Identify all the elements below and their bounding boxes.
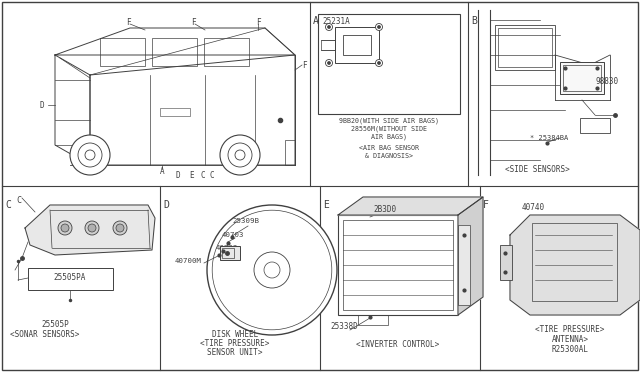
Text: F: F [125, 18, 131, 27]
Circle shape [116, 224, 124, 232]
Circle shape [113, 221, 127, 235]
Text: 25505PA: 25505PA [54, 273, 86, 282]
Text: D: D [40, 100, 44, 109]
Bar [458, 225, 470, 305]
Text: E: E [189, 170, 195, 180]
Text: <INVERTER CONTROL>: <INVERTER CONTROL> [356, 340, 440, 349]
Text: <TIRE PRESSURE>: <TIRE PRESSURE> [535, 325, 605, 334]
Text: E: E [323, 200, 329, 210]
Bar [500, 245, 512, 280]
Text: D: D [176, 170, 180, 180]
Circle shape [378, 26, 381, 29]
Circle shape [70, 135, 110, 175]
Bar [580, 118, 610, 133]
Bar [343, 35, 371, 55]
Circle shape [61, 224, 69, 232]
Text: DISK WHEEL: DISK WHEEL [212, 330, 258, 339]
Circle shape [58, 221, 72, 235]
Text: <SIDE SENSORS>: <SIDE SENSORS> [505, 165, 570, 174]
Text: 98830: 98830 [595, 77, 618, 87]
Text: F: F [256, 18, 260, 27]
Text: C: C [201, 170, 205, 180]
Circle shape [207, 205, 337, 335]
Circle shape [85, 221, 99, 235]
Bar [222, 248, 234, 258]
Text: F: F [483, 200, 489, 210]
Text: 25309B: 25309B [232, 218, 259, 224]
Polygon shape [25, 205, 155, 255]
Text: 28556M(WITHOUT SIDE: 28556M(WITHOUT SIDE [351, 126, 427, 132]
Text: R25300AL: R25300AL [552, 345, 589, 354]
Text: ANTENNA>: ANTENNA> [552, 335, 589, 344]
Circle shape [328, 26, 330, 29]
Bar [28, 268, 113, 290]
Text: 40702: 40702 [216, 245, 239, 251]
Circle shape [220, 135, 260, 175]
Bar [335, 27, 379, 63]
Text: <TIRE PRESSURE>: <TIRE PRESSURE> [200, 339, 269, 348]
Text: <AIR BAG SENSOR: <AIR BAG SENSOR [359, 145, 419, 151]
Text: D: D [163, 200, 169, 210]
Bar [563, 65, 601, 91]
Bar [220, 246, 240, 260]
Circle shape [326, 60, 333, 67]
Bar [321, 40, 335, 50]
Bar [358, 315, 388, 325]
Bar [160, 108, 190, 116]
Bar [318, 14, 460, 114]
Bar [532, 223, 617, 301]
Text: F: F [301, 61, 307, 70]
Circle shape [376, 60, 383, 67]
Text: 40740: 40740 [522, 203, 545, 212]
Bar [495, 25, 555, 70]
Text: 40703: 40703 [222, 232, 244, 238]
Polygon shape [510, 215, 640, 315]
Text: 25231A: 25231A [322, 17, 349, 26]
Circle shape [376, 23, 383, 31]
Text: B: B [471, 16, 477, 26]
Text: F: F [191, 18, 195, 27]
Text: 25505P: 25505P [41, 320, 69, 329]
Text: C: C [5, 200, 11, 210]
Text: AIR BAGS): AIR BAGS) [371, 134, 407, 141]
Text: A: A [160, 167, 164, 176]
Bar [498, 28, 552, 67]
Text: 40700M: 40700M [175, 258, 202, 264]
Bar [100, 38, 145, 66]
Bar [343, 220, 453, 310]
Text: 2B3D0: 2B3D0 [373, 205, 397, 214]
Circle shape [378, 61, 381, 64]
Bar [285, 140, 295, 165]
Bar [204, 38, 249, 66]
Text: C: C [16, 196, 21, 205]
Bar [560, 62, 604, 94]
Text: A: A [313, 16, 319, 26]
Polygon shape [338, 197, 483, 215]
Circle shape [326, 23, 333, 31]
Text: * 25384BA: * 25384BA [530, 135, 568, 141]
Polygon shape [458, 197, 483, 315]
Text: <SONAR SENSORS>: <SONAR SENSORS> [10, 330, 80, 339]
Text: & DIAGNOSIS>: & DIAGNOSIS> [365, 153, 413, 159]
Text: 25338D: 25338D [330, 322, 358, 331]
Text: SENSOR UNIT>: SENSOR UNIT> [207, 348, 263, 357]
Bar [338, 215, 458, 315]
Bar [152, 38, 197, 66]
Text: C: C [210, 170, 214, 180]
Circle shape [328, 61, 330, 64]
Circle shape [88, 224, 96, 232]
Text: 9BB20(WITH SIDE AIR BAGS): 9BB20(WITH SIDE AIR BAGS) [339, 118, 439, 125]
